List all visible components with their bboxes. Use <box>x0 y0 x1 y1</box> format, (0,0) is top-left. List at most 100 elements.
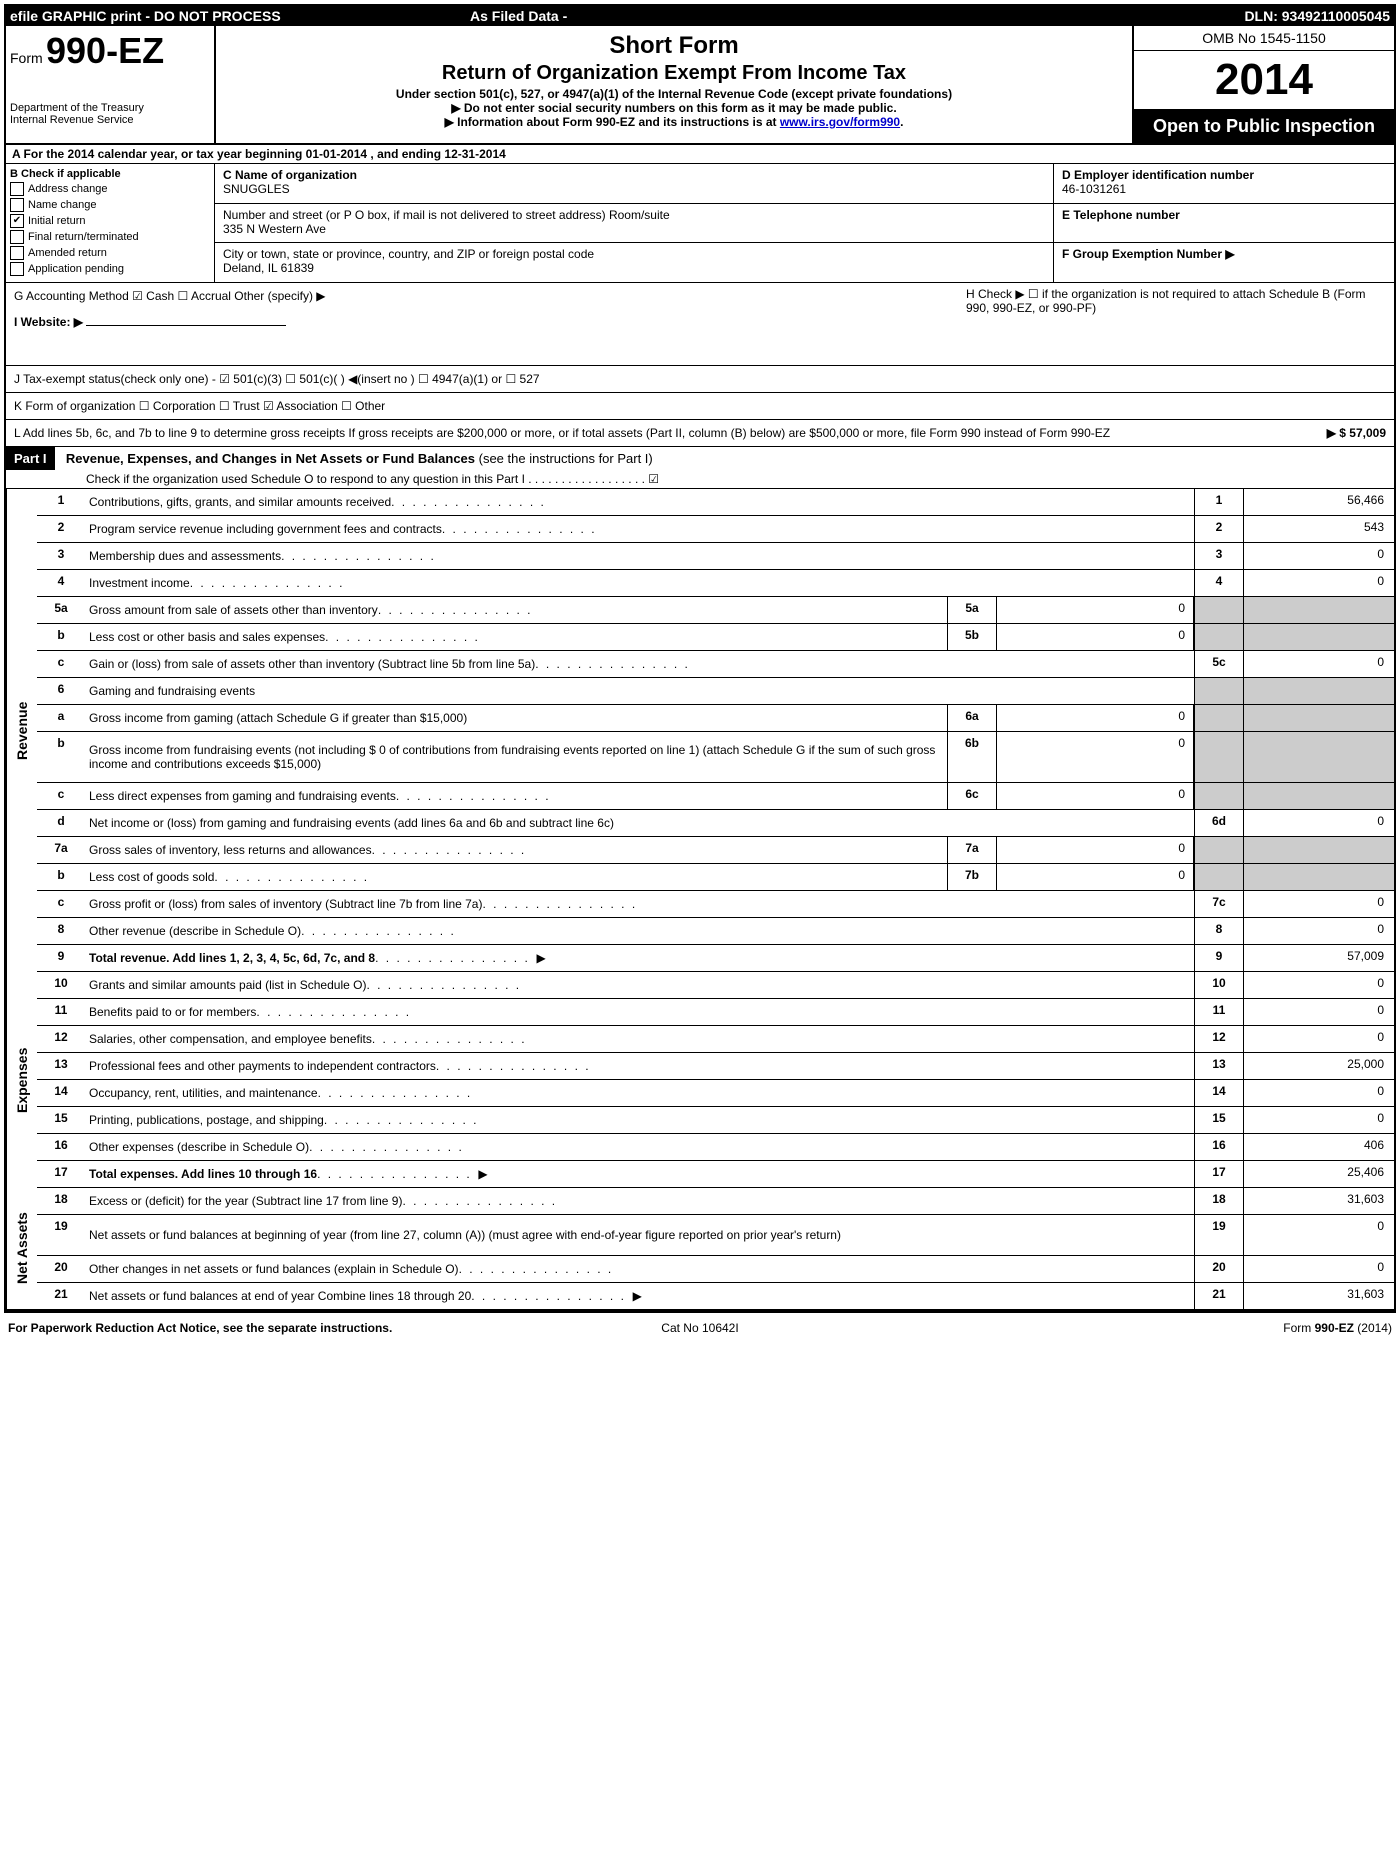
header-right: OMB No 1545-1150 2014 Open to Public Ins… <box>1132 26 1394 143</box>
l5b-shade1 <box>1194 624 1244 650</box>
rowA-pre: A For the 2014 calendar year, or tax yea… <box>12 147 306 161</box>
row-a-tax-year: A For the 2014 calendar year, or tax yea… <box>6 145 1394 164</box>
cb-amended[interactable] <box>10 246 24 260</box>
expenses-lines: 10Grants and similar amounts paid (list … <box>37 972 1394 1188</box>
cb-address[interactable] <box>10 182 24 196</box>
l21-d: Net assets or fund balances at end of ye… <box>85 1283 1194 1309</box>
header-row: Form 990-EZ Department of the Treasury I… <box>6 26 1394 145</box>
l17-n: 17 <box>37 1161 85 1187</box>
l12-fn: 12 <box>1194 1026 1244 1052</box>
l6-d: Gaming and fundraising events <box>85 678 1194 704</box>
l18-fv: 31,603 <box>1244 1188 1394 1214</box>
part1-note: (see the instructions for Part I) <box>475 451 653 466</box>
l8-fn: 8 <box>1194 918 1244 944</box>
l19-fv: 0 <box>1244 1215 1394 1255</box>
e-phone: E Telephone number <box>1054 204 1394 244</box>
part1-label: Part I <box>6 447 55 470</box>
l5a-sn: 5a <box>947 597 997 623</box>
block-j: J Tax-exempt status(check only one) - ☑ … <box>6 366 1394 393</box>
netassets-lines: 18Excess or (deficit) for the year (Subt… <box>37 1188 1394 1309</box>
l14-d: Occupancy, rent, utilities, and maintena… <box>85 1080 1194 1106</box>
cb-initial[interactable]: ✔ <box>10 214 24 228</box>
open-to-public: Open to Public Inspection <box>1134 110 1394 143</box>
l-text: L Add lines 5b, 6c, and 7b to line 9 to … <box>14 426 1236 440</box>
rowA-mid: , and ending <box>370 147 444 161</box>
l21-n: 21 <box>37 1283 85 1309</box>
l7a-sv: 0 <box>997 837 1194 863</box>
cb-pending[interactable] <box>10 262 24 276</box>
column-b-checkboxes: B Check if applicable Address change Nam… <box>6 164 215 282</box>
b-header: B Check if applicable <box>10 168 121 180</box>
city-val: Deland, IL 61839 <box>223 261 314 275</box>
l17-d: Total expenses. Add lines 10 through 16 … <box>85 1161 1194 1187</box>
l14-fv: 0 <box>1244 1080 1394 1106</box>
l6c-shade1 <box>1194 783 1244 809</box>
l18-fn: 18 <box>1194 1188 1244 1214</box>
lbl-pending: Application pending <box>28 263 124 275</box>
l5a-shade1 <box>1194 597 1244 623</box>
l5b-n: b <box>37 624 85 650</box>
c-city: City or town, state or province, country… <box>215 243 1053 282</box>
l5b-sv: 0 <box>997 624 1194 650</box>
l6b-sn: 6b <box>947 732 997 782</box>
l15-n: 15 <box>37 1107 85 1133</box>
l20-fv: 0 <box>1244 1256 1394 1282</box>
l4-d: Investment income <box>85 570 1194 596</box>
l17-fn: 17 <box>1194 1161 1244 1187</box>
l-val: ▶ $ 57,009 <box>1236 426 1386 440</box>
l6a-sv: 0 <box>997 705 1194 731</box>
l6b-d: Gross income from fundraising events (no… <box>85 732 947 782</box>
irs-link[interactable]: www.irs.gov/form990 <box>780 115 900 129</box>
f-group: F Group Exemption Number ▶ <box>1054 243 1394 282</box>
l2-fn: 2 <box>1194 516 1244 542</box>
l6-shade2 <box>1244 678 1394 704</box>
note-ssn: Do not enter social security numbers on … <box>224 101 1124 115</box>
l9-d: Total revenue. Add lines 1, 2, 3, 4, 5c,… <box>85 945 1194 971</box>
l9-fn: 9 <box>1194 945 1244 971</box>
l7b-d: Less cost of goods sold <box>85 864 947 890</box>
l3-n: 3 <box>37 543 85 569</box>
l19-d: Net assets or fund balances at beginning… <box>85 1215 1194 1255</box>
l21-fv: 31,603 <box>1244 1283 1394 1309</box>
block-k: K Form of organization ☐ Corporation ☐ T… <box>6 393 1394 420</box>
l10-fv: 0 <box>1244 972 1394 998</box>
expenses-section: Expenses 10Grants and similar amounts pa… <box>6 972 1394 1188</box>
l9-fv: 57,009 <box>1244 945 1394 971</box>
part1-title: Revenue, Expenses, and Changes in Net As… <box>58 447 661 470</box>
column-def: D Employer identification number 46-1031… <box>1053 164 1394 282</box>
l5c-n: c <box>37 651 85 677</box>
expenses-side-label: Expenses <box>6 972 37 1188</box>
l13-n: 13 <box>37 1053 85 1079</box>
footer-left: For Paperwork Reduction Act Notice, see … <box>8 1321 469 1335</box>
l8-d: Other revenue (describe in Schedule O) <box>85 918 1194 944</box>
l6b-shade2 <box>1244 732 1394 782</box>
l11-fv: 0 <box>1244 999 1394 1025</box>
l17-fv: 25,406 <box>1244 1161 1394 1187</box>
l10-fn: 10 <box>1194 972 1244 998</box>
l5b-shade2 <box>1244 624 1394 650</box>
l1-fv: 56,466 <box>1244 489 1394 515</box>
c-label: C Name of organization <box>223 168 357 182</box>
l6c-d: Less direct expenses from gaming and fun… <box>85 783 947 809</box>
l8-n: 8 <box>37 918 85 944</box>
l6-n: 6 <box>37 678 85 704</box>
l3-d: Membership dues and assessments <box>85 543 1194 569</box>
header-center: Short Form Return of Organization Exempt… <box>216 26 1132 143</box>
l6a-shade2 <box>1244 705 1394 731</box>
l6d-fv: 0 <box>1244 810 1394 836</box>
l6a-n: a <box>37 705 85 731</box>
l10-d: Grants and similar amounts paid (list in… <box>85 972 1194 998</box>
l5a-d: Gross amount from sale of assets other t… <box>85 597 947 623</box>
cb-final[interactable] <box>10 230 24 244</box>
h-schedule-b: H Check ▶ ☐ if the organization is not r… <box>966 287 1386 315</box>
l11-n: 11 <box>37 999 85 1025</box>
l21-fn: 21 <box>1194 1283 1244 1309</box>
l1-fn: 1 <box>1194 489 1244 515</box>
revenue-lines: 1Contributions, gifts, grants, and simil… <box>37 489 1394 972</box>
cb-name[interactable] <box>10 198 24 212</box>
block-g-h-i: G Accounting Method ☑ Cash ☐ Accrual Oth… <box>6 283 1394 366</box>
l5a-n: 5a <box>37 597 85 623</box>
note-info: ▶ Information about Form 990-EZ and its … <box>224 115 1124 129</box>
title-short-form: Short Form <box>224 32 1124 60</box>
l17-d-text: Total expenses. Add lines 10 through 16 <box>89 1167 317 1181</box>
